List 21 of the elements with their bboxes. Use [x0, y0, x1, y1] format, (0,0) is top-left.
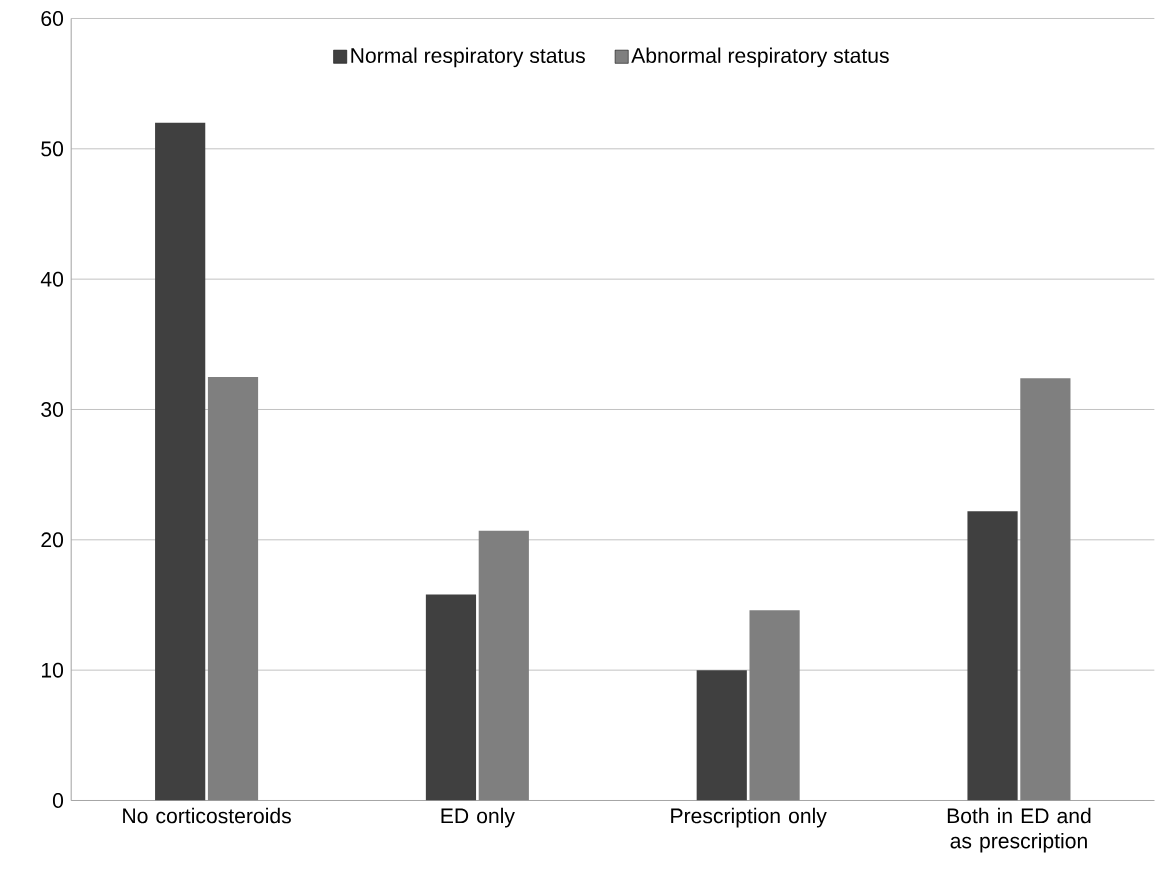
bar: [967, 511, 1018, 801]
bar: [749, 610, 800, 801]
y-tick-label: 10: [41, 662, 64, 678]
bar: [207, 376, 259, 801]
bar: [696, 670, 747, 801]
legend-label: Normal respiratory status: [351, 47, 585, 68]
y-tick-label: 50: [41, 141, 64, 157]
y-tick-label: 0: [52, 792, 64, 808]
y-tick-label: 20: [41, 532, 64, 548]
bar: [155, 122, 206, 801]
x-tick-label: ED only: [441, 807, 515, 828]
bar: [478, 530, 529, 801]
x-tick-label: No corticosteroids: [123, 807, 291, 824]
bar: [425, 594, 477, 801]
y-tick-label: 40: [40, 271, 64, 287]
legend-label: Abnormal respiratory status: [631, 47, 889, 68]
y-tick-label: 30: [41, 401, 64, 417]
bar: [1020, 378, 1071, 801]
x-tick-label: Prescription only: [671, 807, 827, 828]
x-tick-label: Both in ED and as prescription: [947, 807, 1091, 853]
y-tick-label: 60: [41, 10, 64, 26]
